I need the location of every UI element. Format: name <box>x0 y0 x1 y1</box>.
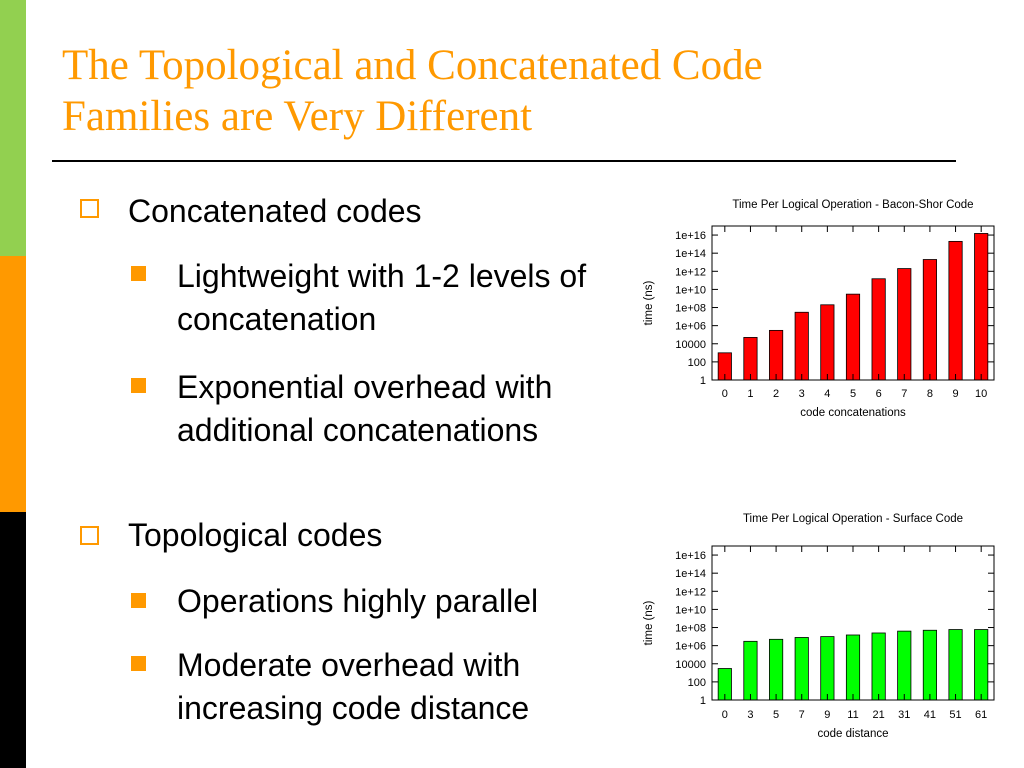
y-tick-label: 10000 <box>675 659 706 671</box>
slide-title-line1: The Topological and Concatenated Code <box>62 42 763 89</box>
x-tick-label: 31 <box>898 709 910 721</box>
y-axis-label: time (ns) <box>643 280 655 325</box>
x-tick-label: 2 <box>773 388 779 400</box>
y-tick-label: 100 <box>688 357 706 369</box>
y-tick-label: 1 <box>700 375 706 387</box>
filled-square-bullet-icon <box>131 266 146 281</box>
chart-bar <box>922 629 937 701</box>
filled-square-bullet-icon <box>131 378 146 393</box>
x-tick-label: 1 <box>747 388 753 400</box>
x-tick-label: 3 <box>747 709 753 721</box>
y-tick-label: 1e+16 <box>675 230 706 242</box>
y-tick-label: 1e+08 <box>675 623 706 635</box>
x-axis-label: code concatenations <box>800 407 906 419</box>
x-axis-label: code distance <box>818 728 889 740</box>
filled-square-bullet-icon <box>131 593 146 608</box>
bullet-topological-codes: Topological codes <box>128 517 383 553</box>
x-tick-label: 51 <box>949 709 961 721</box>
surface-code-chart: Time Per Logical Operation - Surface Cod… <box>643 513 995 740</box>
y-tick-label: 1e+16 <box>675 550 706 562</box>
y-tick-label: 1e+12 <box>675 586 706 598</box>
chart-bar <box>974 629 989 701</box>
hollow-square-bullet-icon <box>80 526 99 545</box>
x-tick-label: 0 <box>722 388 728 400</box>
y-tick-label: 100 <box>688 677 706 689</box>
y-tick-label: 1e+06 <box>675 641 706 653</box>
chart-bar <box>820 304 835 381</box>
chart-bar <box>743 640 758 701</box>
y-tick-label: 10000 <box>675 339 706 351</box>
chart-bar <box>948 240 963 381</box>
y-axis-label: time (ns) <box>643 600 655 645</box>
chart-bar <box>743 337 758 381</box>
chart-bar <box>897 630 912 701</box>
x-tick-label: 7 <box>901 388 907 400</box>
x-tick-label: 5 <box>773 709 779 721</box>
y-tick-label: 1e+14 <box>675 568 706 580</box>
x-tick-label: 8 <box>927 388 933 400</box>
y-tick-label: 1e+14 <box>675 248 706 260</box>
x-tick-label: 21 <box>873 709 885 721</box>
bullet-concatenated-codes: Concatenated codes <box>128 193 422 229</box>
y-tick-label: 1 <box>700 695 706 707</box>
y-tick-label: 1e+08 <box>675 303 706 315</box>
chart-bar <box>974 233 989 381</box>
x-tick-label: 41 <box>924 709 936 721</box>
chart-bar <box>794 311 809 381</box>
x-tick-label: 5 <box>850 388 856 400</box>
slide-title: The Topological and Concatenated Code Fa… <box>62 40 962 142</box>
bullet-operations-parallel: Operations highly parallel <box>177 583 539 619</box>
chart-bar <box>845 293 861 381</box>
chart-bar <box>845 634 861 701</box>
x-tick-label: 9 <box>824 709 830 721</box>
hollow-square-bullet-icon <box>80 199 99 218</box>
x-tick-label: 3 <box>799 388 805 400</box>
y-tick-label: 1e+10 <box>675 284 706 296</box>
sidebar-band-orange <box>0 256 26 512</box>
x-tick-label: 4 <box>824 388 830 400</box>
chart-title: Time Per Logical Operation - Surface Cod… <box>743 513 963 525</box>
x-tick-label: 0 <box>722 709 728 721</box>
sidebar-band-black <box>0 512 26 768</box>
chart-bar <box>820 636 835 701</box>
chart-bar <box>769 329 784 381</box>
y-tick-label: 1e+06 <box>675 321 706 333</box>
bullet-exponential-overhead: Exponential overhead with additional con… <box>177 369 553 448</box>
slide-title-line2: Families are Very Different <box>62 93 533 140</box>
y-tick-label: 1e+12 <box>675 266 706 278</box>
chart-bar <box>922 259 937 381</box>
x-tick-label: 9 <box>952 388 958 400</box>
x-tick-label: 6 <box>876 388 882 400</box>
chart-bar <box>897 268 912 381</box>
title-divider <box>52 160 956 162</box>
chart-title: Time Per Logical Operation - Bacon-Shor … <box>732 199 973 211</box>
chart-bar <box>769 638 784 701</box>
filled-square-bullet-icon <box>131 656 146 671</box>
y-tick-label: 1e+10 <box>675 604 706 616</box>
x-tick-label: 7 <box>799 709 805 721</box>
sidebar-band-green <box>0 0 26 256</box>
x-tick-label: 61 <box>975 709 987 721</box>
bullet-lightweight: Lightweight with 1-2 levels of concatena… <box>177 258 587 337</box>
chart-bar <box>794 637 809 701</box>
chart-bar <box>871 632 886 701</box>
x-tick-label: 11 <box>847 709 858 721</box>
x-tick-label: 10 <box>975 388 987 400</box>
bacon-shor-chart: Time Per Logical Operation - Bacon-Shor … <box>643 199 995 419</box>
chart-bar <box>871 278 886 381</box>
chart-bar <box>948 629 963 701</box>
bullet-moderate-overhead: Moderate overhead with increasing code d… <box>177 647 530 726</box>
